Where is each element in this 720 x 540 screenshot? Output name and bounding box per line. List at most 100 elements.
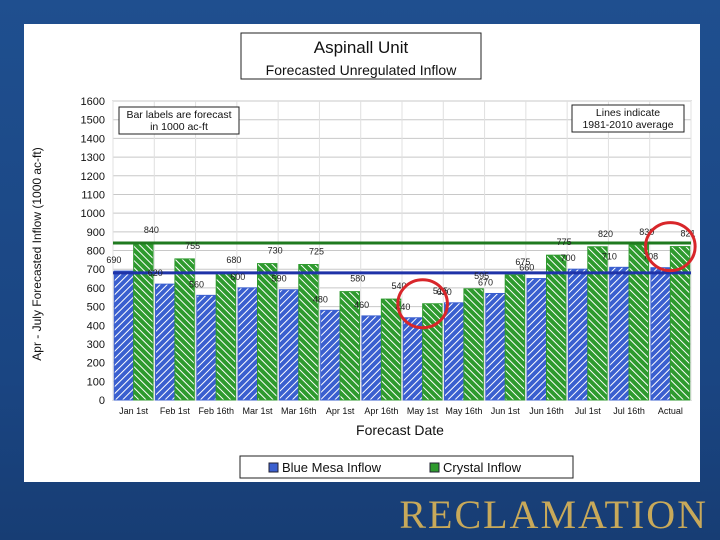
x-tick-label: Mar 1st [242, 406, 273, 416]
blue-mesa-bar-label: 440 [395, 302, 410, 312]
crystal-bar [133, 242, 154, 401]
blue-mesa-bar-label: 700 [561, 253, 576, 263]
legend-swatch-green [429, 462, 440, 473]
x-tick-label: Apr 16th [364, 406, 398, 416]
y-tick-label: 1100 [81, 189, 105, 201]
blue-mesa-bar [278, 289, 300, 401]
blue-mesa-bar-label: 660 [519, 263, 534, 273]
x-tick-label: Feb 16th [198, 406, 234, 416]
note-left-line1: Bar labels are forecast [126, 109, 231, 121]
crystal-bar [546, 254, 567, 401]
y-tick-label: 1200 [81, 171, 105, 183]
crystal-bar [298, 264, 319, 401]
blue-mesa-bar [196, 294, 217, 401]
y-tick-label: 1000 [81, 208, 105, 220]
crystal-bar-label: 775 [557, 237, 572, 247]
blue-mesa-bar [485, 292, 506, 401]
y-tick-labels: 0 100 200 300 400 500 600 700 800 900 1000 1100 1200… [81, 96, 105, 407]
x-tick-label: Apr 1st [326, 406, 355, 416]
y-tick-label: 800 [87, 246, 105, 258]
blue-mesa-bar-label: 670 [478, 277, 493, 287]
x-tick-label: May 16th [445, 406, 482, 416]
crystal-bar [628, 244, 649, 401]
chart: Aspinall Unit Forecasted Unregulated Inf… [30, 32, 697, 479]
blue-mesa-bar [444, 302, 465, 401]
y-tick-label: 700 [87, 264, 105, 276]
crystal-bar [380, 298, 402, 401]
blue-mesa-bar-label: 710 [602, 251, 617, 261]
blue-mesa-bar-label: 480 [313, 294, 328, 304]
crystal-bar [587, 246, 608, 401]
blue-mesa-bar [567, 268, 589, 401]
reclamation-logo: RECLAMATION [399, 492, 708, 537]
crystal-bar [174, 258, 195, 401]
y-axis-label: Apr - July Forecasted Inflow (1000 ac-ft… [30, 147, 44, 360]
crystal-bar [463, 288, 484, 401]
crystal-bar-label: 515 [433, 286, 448, 296]
legend-label-green: Crystal Inflow [443, 460, 522, 475]
crystal-bar-label: 580 [350, 274, 365, 284]
blue-mesa-bar [650, 267, 671, 401]
crystal-bar-label: 755 [185, 241, 200, 251]
crystal-bar-label: 675 [515, 257, 530, 267]
blue-mesa-bar-label: 600 [230, 272, 245, 282]
y-tick-label: 1400 [81, 133, 105, 145]
blue-mesa-bar-label: 460 [354, 300, 369, 310]
note-bar-labels: Bar labels are forecast in 1000 ac-ft [118, 106, 240, 135]
blue-mesa-bar-label: 690 [106, 255, 121, 265]
blue-mesa-bar [320, 309, 341, 401]
x-axis-label: Forecast Date [356, 422, 444, 438]
y-tick-label: 1300 [81, 152, 105, 164]
blue-mesa-bar-label: 620 [148, 268, 163, 278]
x-tick-label: Jul 16th [613, 406, 645, 416]
crystal-bar [257, 263, 278, 401]
crystal-bar-label: 820 [598, 229, 613, 239]
highlight-circle [644, 221, 697, 273]
y-tick-label: 200 [87, 358, 105, 370]
legend-label-blue: Blue Mesa Inflow [282, 460, 382, 475]
crystal-bar [669, 246, 691, 401]
legend: Blue Mesa Inflow Crystal Inflow [239, 455, 574, 479]
y-tick-label: 100 [87, 376, 105, 388]
blue-mesa-bar-label: 590 [272, 274, 287, 284]
y-tick-label: 400 [87, 320, 105, 332]
blue-mesa-bar [237, 287, 259, 401]
crystal-bar-label: 595 [474, 271, 489, 281]
x-tick-labels: Jan 1st Feb 1st Feb 16th Mar 1st Mar 16th Apr… [119, 406, 683, 416]
y-tick-label: 600 [87, 283, 105, 295]
y-tick-label: 900 [87, 227, 105, 239]
blue-mesa-bar [402, 317, 424, 401]
highlight-circle [396, 278, 449, 330]
x-tick-label: Jun 16th [529, 406, 564, 416]
crystal-bar [215, 272, 237, 401]
crystal-bar-label: 730 [268, 246, 283, 256]
crystal-bar [339, 291, 360, 401]
blue-mesa-bar-label: 708 [643, 252, 658, 262]
x-tick-label: Feb 1st [160, 406, 191, 416]
note-right-line2: 1981-2010 average [582, 119, 673, 131]
crystal-bar-label: 540 [392, 281, 407, 291]
note-left-line2: in 1000 ac-ft [150, 121, 208, 133]
x-tick-label: Mar 16th [281, 406, 317, 416]
x-tick-label: Jul 1st [575, 406, 602, 416]
title-box: Aspinall Unit Forecasted Unregulated Inf… [240, 32, 482, 80]
blue-mesa-bar [113, 270, 135, 401]
crystal-bar [504, 274, 526, 401]
crystal-bar [422, 303, 443, 401]
average-lines [113, 241, 691, 275]
crystal-bar-label: 840 [144, 225, 159, 235]
y-tick-label: 1600 [81, 96, 105, 108]
crystal-bar-label: 821 [681, 229, 696, 239]
crystal-bar-label: 725 [309, 247, 324, 257]
x-tick-label: May 1st [407, 406, 439, 416]
chart-title: Aspinall Unit [314, 38, 409, 57]
blue-mesa-bar [155, 283, 176, 401]
y-tick-label: 500 [87, 302, 105, 314]
x-tick-label: Jun 1st [491, 406, 521, 416]
chart-panel: Aspinall Unit Forecasted Unregulated Inf… [24, 24, 700, 482]
x-tick-label: Jan 1st [119, 406, 149, 416]
blue-mesa-bar-label: 560 [189, 279, 204, 289]
crystal-bar-label: 680 [226, 255, 241, 265]
note-right-line1: Lines indicate [596, 107, 660, 119]
